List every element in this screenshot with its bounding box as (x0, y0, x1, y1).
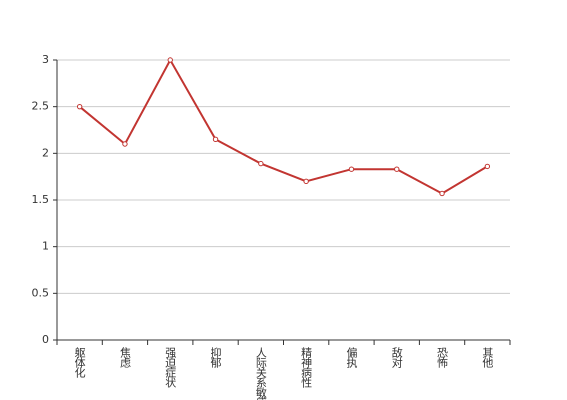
x-tick-label: 恐怖 (436, 347, 449, 368)
point (348, 166, 355, 172)
x-tick-label: 强迫症状 (164, 347, 177, 388)
point (76, 103, 83, 110)
x-tick-label: 抑郁 (209, 346, 222, 368)
x-tick-label: 敌对 (390, 346, 403, 368)
line (79, 57, 488, 195)
y-tick-label: 3 (42, 53, 49, 66)
point (212, 136, 219, 143)
x-tick-label: 其他 (481, 347, 494, 368)
point (122, 141, 128, 147)
y-tick-label: 0 (42, 333, 49, 346)
point (258, 160, 264, 167)
x-tick-label: 人际关系敏感 (254, 347, 267, 400)
point (303, 178, 309, 185)
x-tick-label: 焦虑 (118, 347, 131, 368)
y-tick-label: 1 (42, 240, 49, 253)
point (394, 166, 400, 172)
point (439, 190, 445, 197)
y-tick-label: 0.5 (32, 286, 50, 299)
y-tick-label: 2.5 (32, 100, 50, 113)
x-tick-label: 躯体化 (73, 347, 86, 379)
y-tick-label: 2 (42, 146, 49, 159)
x-tick-label: 偏执 (345, 346, 358, 369)
point (167, 57, 173, 63)
y-tick-label: 1.5 (32, 193, 50, 206)
x-tick-label: 精神病性 (300, 347, 313, 389)
point (484, 163, 491, 170)
